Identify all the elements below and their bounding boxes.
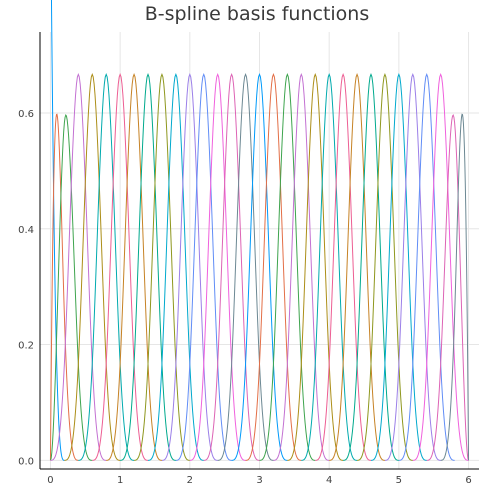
y-tick-label: 0.2 (18, 341, 34, 352)
basis-curve-14 (189, 73, 246, 461)
basis-curve-5 (64, 73, 121, 461)
basis-curve-28 (384, 73, 441, 461)
basis-curve-30 (412, 73, 469, 461)
x-tick-label: 3 (256, 475, 262, 486)
basis-curve-19 (259, 73, 316, 461)
basis-curve-2 (49, 113, 79, 461)
chart-title: B-spline basis functions (145, 3, 370, 25)
basis-curve-29 (398, 73, 455, 461)
basis-curve-13 (175, 73, 232, 461)
basis-curve-16 (217, 73, 274, 461)
basis-curve-4 (50, 73, 107, 461)
basis-curve-26 (357, 73, 413, 461)
y-tick-label: 0.4 (18, 225, 34, 236)
basis-curve-10 (134, 73, 190, 461)
basis-curve-12 (161, 73, 218, 461)
y-tick-label: 0.0 (18, 456, 34, 467)
axes (39, 32, 479, 470)
basis-curve-17 (231, 73, 288, 461)
x-tick-label: 5 (396, 475, 402, 486)
basis-curve-18 (245, 73, 302, 461)
x-tick-label: 1 (117, 475, 123, 486)
x-tick-label: 4 (326, 475, 332, 486)
basis-curve-20 (273, 73, 330, 461)
basis-curve-11 (147, 73, 204, 461)
basis-curve-24 (329, 73, 385, 461)
x-tick-label: 6 (465, 475, 471, 486)
x-tick-label: 0 (47, 475, 53, 486)
basis-curve-9 (120, 73, 176, 461)
basis-curve-23 (315, 73, 372, 461)
basis-curve-21 (287, 73, 344, 461)
basis-curve-1 (50, 0, 65, 461)
basis-curve-8 (106, 73, 162, 461)
basis-curve-32 (440, 113, 470, 461)
y-tick-label: 0.6 (18, 109, 34, 120)
basis-curve-22 (301, 73, 358, 461)
basis-curve-6 (78, 73, 135, 461)
basis-curve-31 (426, 114, 470, 461)
basis-curve-15 (203, 73, 260, 461)
basis-curve-27 (370, 73, 427, 461)
basis-curve-7 (92, 73, 149, 461)
series-group (49, 0, 470, 461)
grid (40, 32, 479, 469)
basis-curve-25 (343, 73, 399, 461)
x-tick-label: 2 (187, 475, 193, 486)
tick-labels: 0 1 2 3 4 5 6 0.0 0.2 0.4 0.6 (18, 109, 472, 486)
